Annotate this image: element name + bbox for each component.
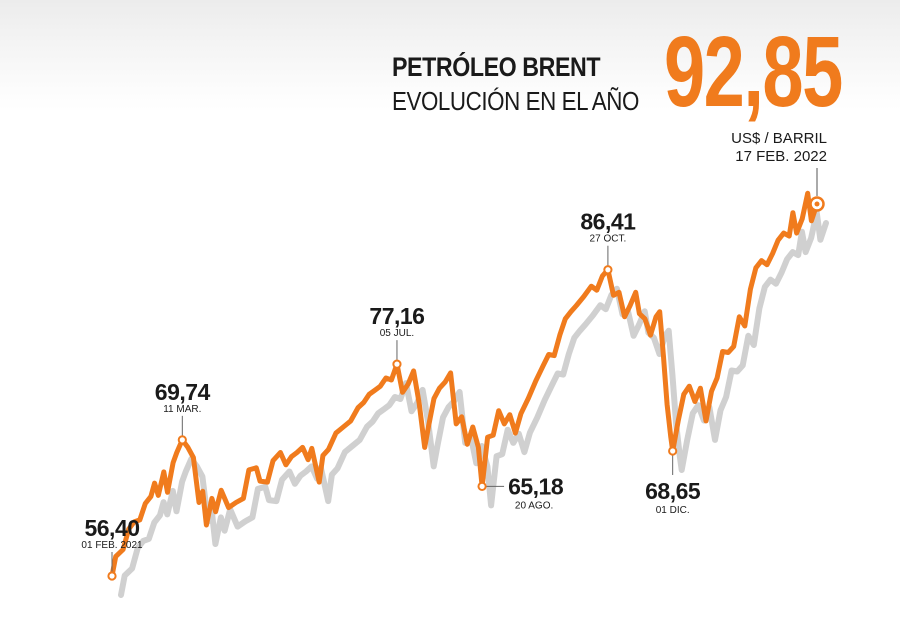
annotation-marker [107,571,117,581]
annotation-value: 77,16 [369,303,424,329]
current-date: 17 FEB. 2022 [735,148,827,165]
annotation-marker [392,359,402,369]
annotation-date: 27 OCT. [590,234,627,245]
annotation-date: 01 DIC. [656,505,690,516]
line-series-group [109,190,820,579]
annotation-date: 01 FEB. 2021 [81,540,143,551]
chart-title: PETRÓLEO BRENT [392,52,601,82]
annotation-2022-02-17 [809,168,825,212]
annotation-value: 56,40 [84,515,139,541]
annotation-marker [477,481,487,491]
series-line [109,190,820,579]
price-unit: US$ / BARRIL [731,130,827,147]
series-shadow [118,209,829,598]
current-price: 92,85 [664,16,843,128]
annotation-value: 86,41 [580,209,636,235]
line-shadow-group [118,209,829,598]
annotation-marker [177,435,187,445]
annotation-value: 65,18 [508,473,564,499]
annotation-date: 20 AGO. [515,500,553,511]
chart-subtitle: EVOLUCIÓN EN EL AÑO [392,86,639,116]
annotation-value: 69,74 [155,379,211,405]
annotation-value: 68,65 [645,478,701,504]
annotation-date: 05 JUL. [380,328,414,339]
annotation-marker [603,265,613,275]
annotation-marker [668,446,678,456]
annotation-date: 11 MAR. [163,404,201,415]
current-point-dot [814,201,820,207]
